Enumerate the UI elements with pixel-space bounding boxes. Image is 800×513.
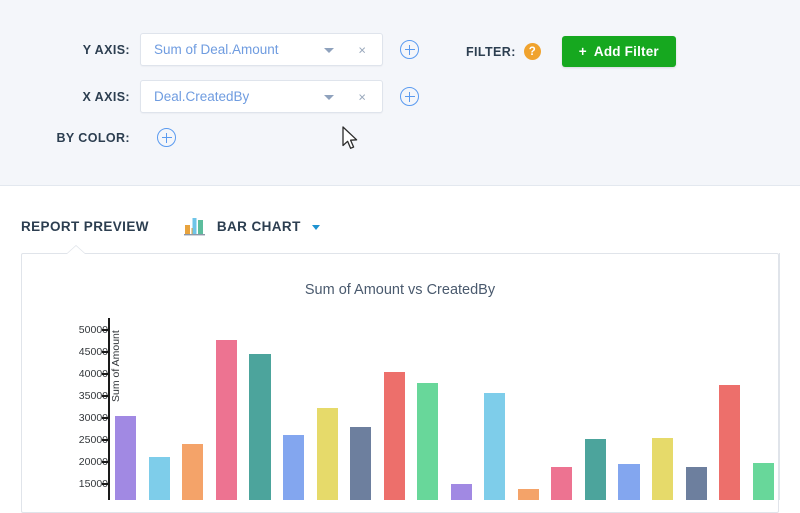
chart-type-selector[interactable]: BAR CHART (183, 216, 320, 236)
y-tick-label: 40000 (78, 368, 108, 380)
y-tick-mark (102, 483, 108, 485)
by-color-config-row: BY COLOR: (0, 128, 176, 147)
x-axis-select[interactable]: Deal.CreatedBy × (140, 80, 383, 113)
chart-bar[interactable] (282, 435, 305, 500)
card-notch (67, 246, 85, 254)
y-tick-mark (102, 461, 108, 463)
chart-bar[interactable] (652, 437, 674, 500)
x-axis-label: X AXIS: (82, 89, 130, 104)
bar-chart-icon (183, 218, 205, 236)
y-tick-label: 45000 (78, 346, 108, 358)
plus-icon: + (578, 44, 587, 59)
y-tick-label: 15000 (78, 478, 108, 490)
close-icon[interactable]: × (358, 42, 366, 57)
close-icon[interactable]: × (358, 89, 366, 104)
y-axis-select-value: Sum of Deal.Amount (154, 42, 279, 57)
add-filter-label: Add Filter (593, 44, 659, 59)
chevron-down-icon[interactable] (311, 224, 320, 230)
x-axis-select-value: Deal.CreatedBy (154, 89, 250, 104)
chart-bar[interactable] (383, 372, 405, 500)
card-right-edge (779, 253, 780, 500)
report-preview-header: REPORT PREVIEW BAR CHART (0, 205, 800, 247)
chart-bar[interactable] (350, 427, 372, 500)
chart-bar[interactable] (618, 464, 640, 500)
chart-title: Sum of Amount vs CreatedBy (304, 282, 496, 298)
chart-bar[interactable] (249, 353, 271, 500)
y-tick-label: 25000 (78, 434, 108, 446)
by-color-label: BY COLOR: (56, 130, 130, 145)
add-y-axis-button[interactable] (400, 40, 419, 59)
y-axis-config-row: Y AXIS: Sum of Deal.Amount × (0, 33, 419, 66)
chart-bar[interactable] (484, 392, 506, 500)
chart-bar[interactable] (517, 488, 539, 500)
chart-bar[interactable] (182, 444, 204, 500)
y-tick-label: 50000 (78, 324, 108, 336)
add-by-color-button[interactable] (157, 128, 176, 147)
chart-bar[interactable] (685, 466, 707, 500)
chevron-down-icon[interactable] (324, 94, 334, 100)
help-icon[interactable]: ? (523, 43, 541, 60)
chart-bar[interactable] (316, 407, 338, 500)
chart-bar[interactable] (752, 462, 774, 500)
chart-bar[interactable] (551, 467, 573, 500)
chart-bar[interactable] (719, 385, 741, 500)
chart-bar[interactable] (584, 438, 607, 500)
chart-bar[interactable] (450, 483, 472, 500)
y-axis-line (108, 318, 110, 500)
y-tick-label: 30000 (78, 412, 108, 424)
y-axis-select[interactable]: Sum of Deal.Amount × (140, 33, 383, 66)
chart-bar[interactable] (417, 383, 439, 500)
chart-type-label: BAR CHART (216, 218, 301, 234)
bar-chart-plot-area (109, 318, 780, 500)
y-tick-mark (102, 373, 108, 375)
y-tick-mark (102, 439, 108, 441)
x-axis-config-row: X AXIS: Deal.CreatedBy × (0, 80, 419, 113)
y-tick-mark (102, 417, 108, 419)
y-axis-label: Y AXIS: (82, 42, 130, 57)
chart-bar[interactable] (148, 456, 170, 500)
y-tick-label: 35000 (78, 390, 108, 402)
chart-bar[interactable] (215, 340, 237, 500)
y-tick-mark (102, 351, 108, 353)
chart-config-panel: Y AXIS: Sum of Deal.Amount × X AXIS: Dea… (0, 0, 800, 186)
y-tick-label: 20000 (78, 456, 108, 468)
mouse-cursor-icon (342, 126, 358, 149)
y-tick-mark (102, 395, 108, 397)
add-filter-button[interactable]: + Add Filter (561, 36, 676, 67)
y-axis-ticks: 50000 45000 40000 35000 30000 25000 20000 15000 (52, 0, 108, 500)
filter-section: FILTER: ? + Add Filter (466, 36, 676, 67)
filter-label: FILTER: (466, 44, 516, 59)
page-title: REPORT PREVIEW (21, 218, 149, 234)
chevron-down-icon[interactable] (324, 47, 334, 53)
chart-bar[interactable] (115, 415, 137, 500)
add-x-axis-button[interactable] (400, 87, 419, 106)
y-tick-mark (102, 329, 108, 331)
